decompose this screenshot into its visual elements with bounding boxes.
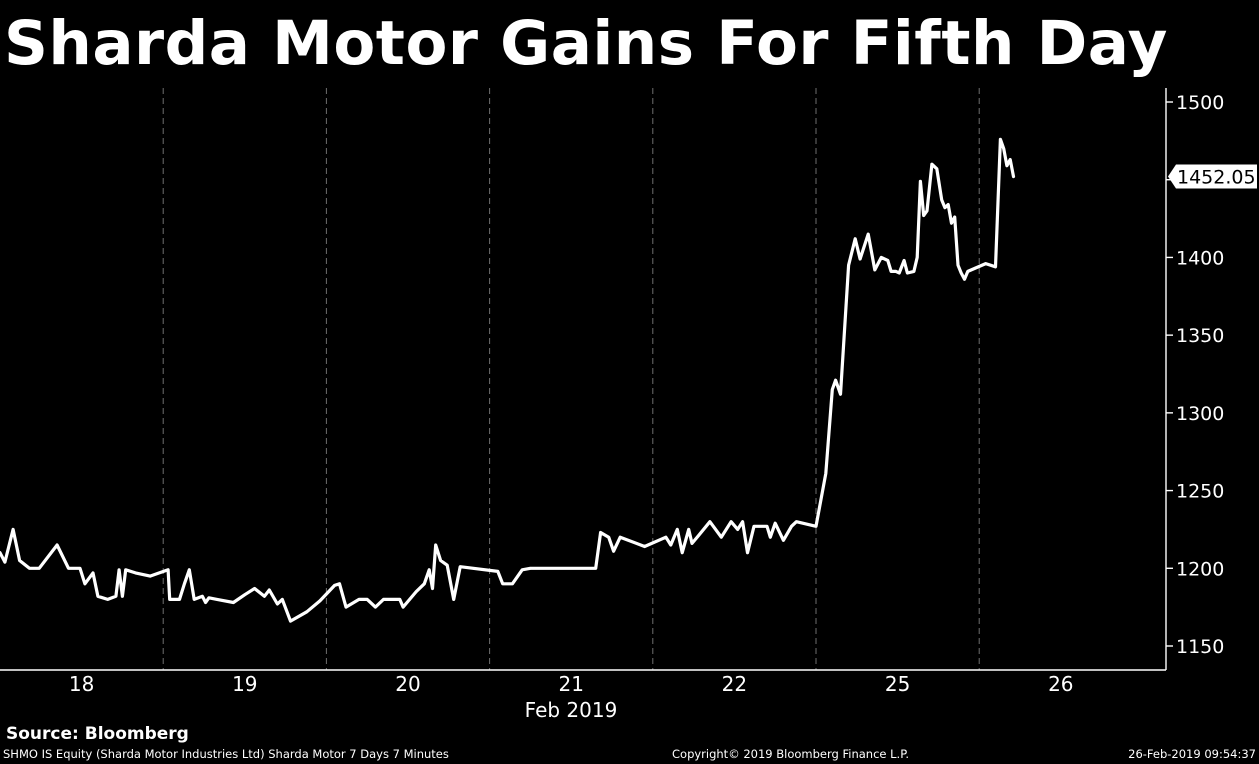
last-value-box	[1168, 164, 1257, 189]
y-tick-label-1300: 1300	[1176, 403, 1224, 425]
source-label: Source: Bloomberg	[6, 724, 189, 744]
y-tick-label-1250: 1250	[1176, 481, 1224, 503]
x-tick-label-21: 21	[558, 672, 583, 696]
copyright-notice: Copyright© 2019 Bloomberg Finance L.P.	[672, 747, 909, 761]
x-tick-label-25: 25	[885, 672, 910, 696]
last-value-marker: 1452.05	[1168, 164, 1257, 189]
x-tick-label-22: 22	[722, 672, 747, 696]
x-tick-label-18: 18	[69, 672, 94, 696]
y-tick-label-1500: 1500	[1176, 92, 1224, 114]
x-axis-label: Feb 2019	[525, 698, 618, 722]
x-tick-label-20: 20	[395, 672, 420, 696]
y-tick-label-1350: 1350	[1176, 325, 1224, 347]
x-tick-label-19: 19	[232, 672, 257, 696]
price-line	[0, 137, 1016, 623]
x-axis-ticks: 18 19 20 21 22 25 26	[69, 672, 1074, 696]
last-value-label: 1452.05	[1177, 167, 1256, 189]
ticker-info: SHMO IS Equity (Sharda Motor Industries …	[3, 747, 449, 761]
chart-title: Sharda Motor Gains For Fifth Day	[4, 8, 1168, 79]
y-tick-label-1200: 1200	[1176, 558, 1224, 580]
x-tick-label-26: 26	[1048, 672, 1073, 696]
y-tick-label-1150: 1150	[1176, 636, 1224, 658]
timestamp: 26-Feb-2019 09:54:37	[1128, 747, 1256, 761]
day-separator-lines	[162, 88, 980, 670]
y-axis-ticks: 1150 1200 1250 1300 1350 1400 1500	[1166, 92, 1224, 658]
y-tick-label-1400: 1400	[1176, 247, 1224, 269]
